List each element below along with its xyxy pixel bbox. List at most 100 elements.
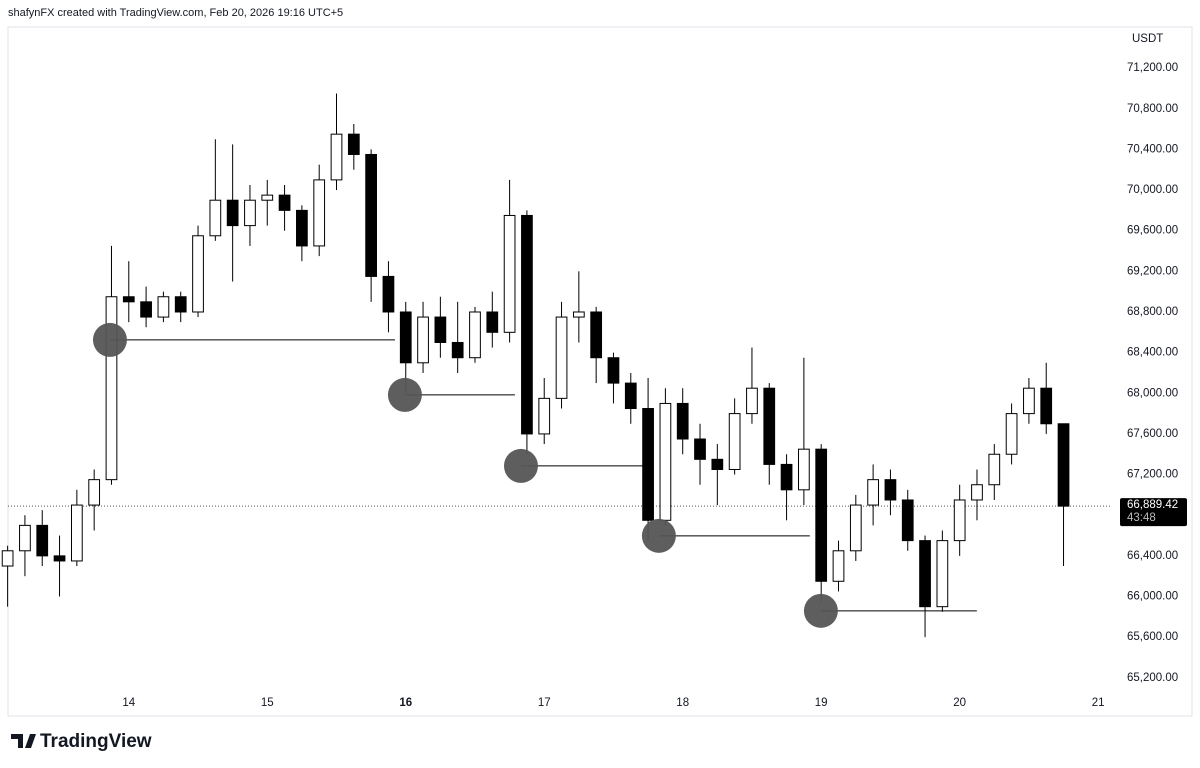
candle-body: [417, 316, 429, 364]
candle-body: [867, 479, 879, 506]
level-marker: [387, 377, 422, 412]
candle-body: [1023, 387, 1035, 415]
chart-frame: [7, 26, 1193, 717]
level-marker: [803, 593, 838, 628]
level-marker: [641, 518, 676, 553]
y-tick-label: 65,600.00: [1127, 631, 1178, 643]
last-price-label: 66,889.42: [1127, 499, 1178, 511]
candle-body: [1005, 413, 1018, 455]
candle-body: [676, 402, 689, 440]
candle-body: [659, 402, 672, 521]
candle-body: [296, 209, 308, 247]
candle-body: [1, 550, 14, 567]
x-tick-label: 19: [815, 697, 828, 709]
y-tick-label: 71,200.00: [1127, 62, 1178, 74]
candle-body: [140, 301, 152, 318]
candle-body: [988, 453, 1001, 486]
candle-body: [624, 382, 637, 410]
level-marker: [92, 322, 127, 357]
y-tick-label: 67,600.00: [1127, 428, 1178, 440]
candle-body: [347, 133, 360, 155]
candle-body: [434, 316, 447, 343]
candle-body: [313, 179, 326, 247]
candle-body: [538, 397, 551, 435]
candle-body: [88, 479, 101, 506]
y-tick-label: 68,000.00: [1127, 387, 1178, 399]
candle-body: [521, 214, 533, 435]
x-tick-label: 14: [122, 697, 135, 709]
candle-body: [971, 484, 983, 501]
candle-body: [1040, 387, 1053, 425]
x-tick-label: 20: [953, 697, 966, 709]
y-tick-label: 69,600.00: [1127, 225, 1178, 237]
candle-body: [192, 235, 204, 313]
candle-body: [832, 550, 845, 582]
candle-body: [746, 387, 758, 415]
y-tick-label: 70,800.00: [1127, 103, 1178, 115]
candle-body: [728, 413, 741, 470]
candle-body: [763, 387, 776, 465]
candle-body: [278, 194, 291, 211]
header: shafynFX created with TradingView.com, F…: [8, 7, 343, 19]
candle-body: [798, 448, 810, 491]
candle-body: [1057, 423, 1070, 507]
candle-body: [780, 463, 793, 491]
y-tick-label: 66,000.00: [1127, 591, 1178, 603]
candle-body: [469, 311, 481, 359]
x-tick-label: 16: [399, 697, 412, 709]
candle-body: [590, 311, 603, 359]
x-tick-label: 15: [261, 697, 274, 709]
candle-body: [953, 499, 966, 542]
candle-body: [209, 199, 222, 237]
y-tick-label: 69,200.00: [1127, 265, 1178, 277]
candle-body: [53, 555, 66, 562]
candle-body: [36, 524, 49, 557]
countdown: 43:48: [1127, 512, 1156, 524]
candle-body: [330, 133, 343, 181]
candle-body: [642, 408, 654, 521]
candle-body: [365, 153, 377, 277]
candle-body: [901, 499, 914, 542]
level-marker: [503, 448, 538, 483]
candle-body: [572, 311, 585, 318]
logo: [11, 734, 36, 748]
candle-body: [19, 524, 31, 552]
y-tick-label: 68,800.00: [1127, 306, 1178, 318]
y-tick-label: 67,200.00: [1127, 469, 1178, 481]
candle-body: [607, 357, 620, 384]
y-tick-label: 70,400.00: [1127, 143, 1178, 155]
candle-body: [884, 479, 897, 501]
last-price-box: [1120, 498, 1187, 527]
candle-body: [555, 316, 568, 399]
candle-body: [244, 199, 256, 227]
candle-body: [919, 540, 931, 608]
candle-body: [694, 438, 706, 460]
y-tick-label: 68,400.00: [1127, 347, 1178, 359]
footer-brand: TradingView: [40, 731, 152, 752]
y-tick-label: 70,000.00: [1127, 184, 1178, 196]
candle-body: [105, 296, 118, 481]
candle-body: [382, 275, 395, 313]
candle-body: [711, 458, 724, 470]
candle-body: [451, 341, 464, 359]
y-tick-label: 65,200.00: [1127, 672, 1178, 684]
currency: USDT: [1132, 33, 1163, 45]
candle-body: [226, 199, 239, 227]
y-tick-label: 66,400.00: [1127, 550, 1178, 562]
candle-body: [503, 214, 516, 333]
candle-body: [936, 540, 949, 608]
candle-body: [849, 504, 862, 552]
x-tick-label: 18: [676, 697, 689, 709]
candle-body: [174, 296, 187, 313]
x-tick-label: 17: [538, 697, 551, 709]
candle-body: [399, 311, 412, 364]
x-tick-label: 21: [1092, 697, 1105, 709]
candle-body: [486, 311, 499, 333]
candle-body: [815, 448, 828, 582]
candle-body: [122, 296, 135, 303]
candle-body: [261, 194, 274, 201]
candle-body: [157, 296, 170, 318]
candle-body: [70, 504, 83, 562]
